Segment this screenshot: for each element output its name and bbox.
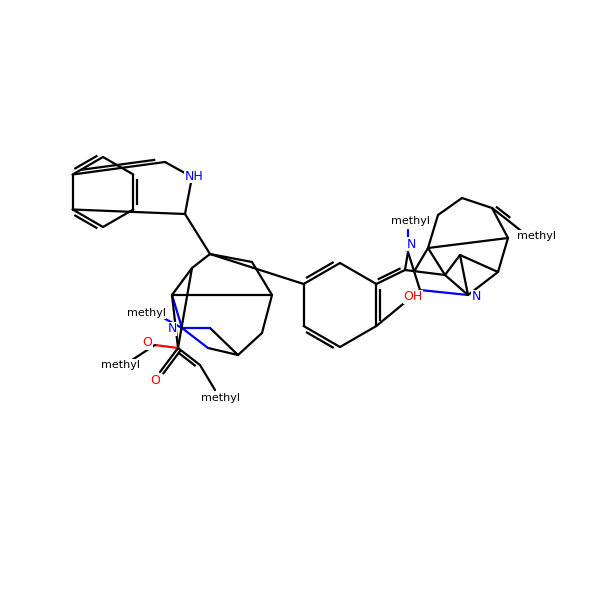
Text: methyl: methyl (391, 216, 430, 226)
Text: N: N (472, 290, 481, 304)
Text: methyl: methyl (202, 393, 241, 403)
Text: OH: OH (403, 290, 422, 304)
Text: O: O (142, 337, 152, 349)
Text: methyl: methyl (127, 308, 166, 318)
Text: methyl: methyl (517, 231, 556, 241)
Text: O: O (150, 374, 160, 388)
Text: NH: NH (185, 169, 203, 182)
Text: N: N (406, 238, 416, 251)
Text: methyl: methyl (101, 360, 139, 370)
Text: N: N (167, 323, 176, 335)
